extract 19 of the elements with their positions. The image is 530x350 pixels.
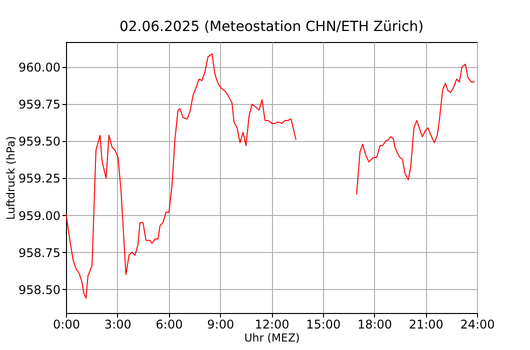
y-tick-label: 959.75	[18, 98, 60, 112]
y-tick-label: 958.50	[18, 282, 60, 297]
x-tick-label: 15:00	[306, 318, 341, 332]
y-tick-label: 958.75	[18, 246, 60, 260]
chart-title: 02.06.2025 (Meteostation CHN/ETH Zürich)	[119, 19, 424, 35]
x-axis-title: Uhr (MEZ)	[244, 332, 300, 344]
y-tick-label: 960.00	[18, 60, 60, 75]
y-tick-label: 959.00	[18, 208, 60, 223]
x-tick-label: 24:00	[460, 318, 495, 332]
x-tick-label: 12:00	[254, 318, 290, 332]
x-tick-label: 6:00	[156, 318, 183, 332]
x-tick-label: 3:00	[104, 318, 132, 332]
y-axis-title: Luftdruck (hPa)	[4, 136, 18, 220]
x-tick-label: 9:00	[207, 318, 234, 332]
y-tick-label: 959.25	[18, 172, 60, 186]
x-tick-label: 18:00	[357, 318, 392, 332]
y-tick-label: 959.50	[18, 134, 60, 149]
x-tick-label: 21:00	[408, 318, 444, 332]
x-tick-label: 0:00	[53, 318, 80, 332]
